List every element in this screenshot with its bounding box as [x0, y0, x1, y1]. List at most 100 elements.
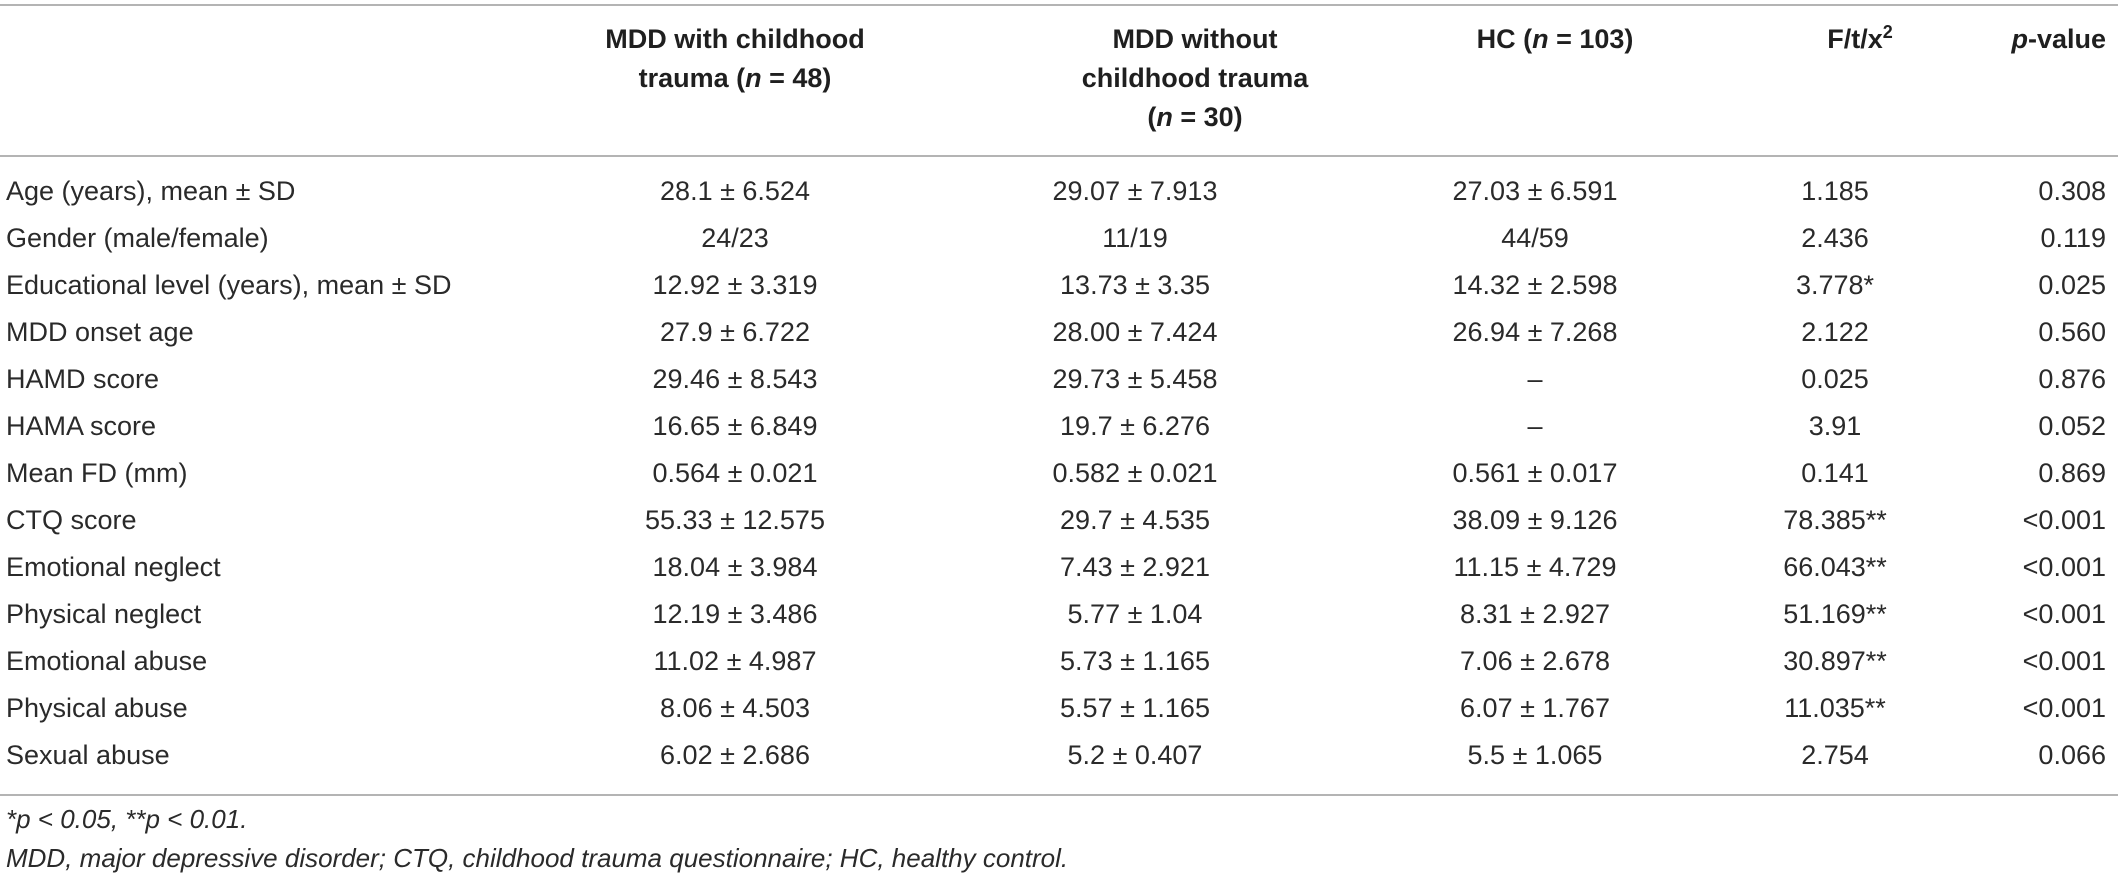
table-row: Sexual abuse 6.02 ± 2.686 5.2 ± 0.407 5.5 ±… [0, 732, 2118, 779]
cell-statistic: 66.043** [1783, 552, 1887, 582]
cell-mdd-without-trauma: 29.7 ± 4.535 [1060, 505, 1210, 535]
header-n-symbol: n [745, 63, 762, 93]
cell-statistic: 0.025 [1801, 364, 1869, 394]
footnote-abbreviations: MDD, major depressive disorder; CTQ, chi… [6, 843, 1069, 873]
header-text: trauma ( [638, 63, 746, 93]
cell-hc: 44/59 [1501, 223, 1569, 253]
cell-statistic: 78.385** [1783, 505, 1887, 535]
cell-mdd-without-trauma: 5.73 ± 1.165 [1060, 646, 1210, 676]
cell-mdd-without-trauma: 5.57 ± 1.165 [1060, 693, 1210, 723]
header-statistic-line: F/t/x2 [1760, 20, 1960, 59]
cell-p-value: 0.066 [2038, 740, 2106, 770]
table-row: Physical abuse 8.06 ± 4.503 5.57 ± 1.165 6.… [0, 685, 2118, 732]
header-mdd-without-trauma: MDD without childhood trauma (n = 30) [1025, 20, 1365, 137]
cell-mdd-with-trauma: 0.564 ± 0.021 [652, 458, 818, 488]
cell-hc: 5.5 ± 1.065 [1467, 740, 1603, 770]
cell-p-value: <0.001 [2022, 599, 2106, 629]
cell-mdd-without-trauma: 7.43 ± 2.921 [1060, 552, 1210, 582]
row-label: CTQ score [6, 505, 137, 535]
header-text: -value [2027, 24, 2106, 54]
cell-hc: – [1527, 411, 1543, 441]
header-mdd-with-trauma-line2: trauma (n = 48) [565, 59, 905, 98]
header-superscript: 2 [1882, 22, 1893, 42]
cell-p-value: 0.119 [2040, 223, 2106, 253]
cell-mdd-with-trauma: 16.65 ± 6.849 [652, 411, 818, 441]
cell-statistic: 2.754 [1801, 740, 1869, 770]
table-row: Mean FD (mm) 0.564 ± 0.021 0.582 ± 0.021 0.… [0, 450, 2118, 497]
cell-hc: 6.07 ± 1.767 [1460, 693, 1610, 723]
row-label: HAMA score [6, 411, 157, 441]
header-mdd-without-trauma-line3: (n = 30) [1025, 98, 1365, 137]
top-rule [0, 4, 2118, 6]
header-text: F/t/x [1827, 24, 1883, 54]
footnote-significance: *p < 0.05, **p < 0.01. [6, 804, 248, 834]
cell-p-value: 0.052 [2038, 411, 2106, 441]
header-hc: HC (n = 103) [1405, 20, 1705, 59]
cell-hc: 26.94 ± 7.268 [1452, 317, 1618, 347]
row-label: HAMD score [6, 364, 160, 394]
table-row: Physical neglect 12.19 ± 3.486 5.77 ± 1.04… [0, 591, 2118, 638]
cell-mdd-with-trauma: 28.1 ± 6.524 [660, 176, 810, 206]
cell-hc: 11.15 ± 4.729 [1453, 552, 1617, 582]
header-text: = 103) [1548, 24, 1634, 54]
header-mdd-without-trauma-line1: MDD without [1112, 24, 1278, 54]
header-n-symbol: n [1156, 102, 1173, 132]
row-label: Emotional abuse [6, 646, 208, 676]
cell-hc: 38.09 ± 9.126 [1452, 505, 1618, 535]
cell-p-value: 0.876 [2038, 364, 2106, 394]
cell-statistic: 3.778* [1795, 270, 1875, 300]
data-table: Age (years), mean ± SD 28.1 ± 6.524 29.07 … [0, 168, 2118, 779]
header-text: = 48) [761, 63, 832, 93]
cell-p-value: <0.001 [2022, 693, 2106, 723]
row-label: Age (years), mean ± SD [6, 176, 296, 206]
row-label: Emotional neglect [6, 552, 221, 582]
table-row: CTQ score 55.33 ± 12.575 29.7 ± 4.535 38.09… [0, 497, 2118, 544]
cell-mdd-with-trauma: 6.02 ± 2.686 [660, 740, 810, 770]
table-row: Emotional neglect 18.04 ± 3.984 7.43 ± 2.9… [0, 544, 2118, 591]
cell-statistic: 51.169** [1783, 599, 1887, 629]
table-row: Age (years), mean ± SD 28.1 ± 6.524 29.07 … [0, 168, 2118, 215]
cell-mdd-with-trauma: 27.9 ± 6.722 [660, 317, 810, 347]
header-p-value-line: p-value [1960, 20, 2106, 59]
cell-statistic: 0.141 [1801, 458, 1869, 488]
cell-hc: 7.06 ± 2.678 [1460, 646, 1610, 676]
cell-p-value: 0.308 [2038, 176, 2106, 206]
cell-statistic: 11.035** [1784, 693, 1886, 723]
header-text: ( [1147, 102, 1157, 132]
row-label: Physical abuse [6, 693, 188, 723]
cell-statistic: 3.91 [1808, 411, 1862, 441]
cell-p-value: 0.560 [2038, 317, 2106, 347]
bottom-rule [0, 794, 2118, 796]
row-label: MDD onset age [6, 317, 194, 347]
cell-mdd-without-trauma: 19.7 ± 6.276 [1060, 411, 1210, 441]
cell-mdd-with-trauma: 8.06 ± 4.503 [660, 693, 810, 723]
row-label: Educational level (years), mean ± SD [6, 270, 452, 300]
cell-mdd-without-trauma: 11/19 [1102, 223, 1168, 253]
cell-hc: – [1527, 364, 1543, 394]
row-label: Gender (male/female) [6, 223, 269, 253]
cell-mdd-with-trauma: 18.04 ± 3.984 [652, 552, 818, 582]
cell-statistic: 2.436 [1801, 223, 1869, 253]
cell-statistic: 1.185 [1801, 176, 1869, 206]
cell-mdd-without-trauma: 28.00 ± 7.424 [1052, 317, 1218, 347]
cell-statistic: 30.897** [1783, 646, 1887, 676]
header-mdd-with-trauma-line1: MDD with childhood [605, 24, 865, 54]
cell-p-value: <0.001 [2022, 552, 2106, 582]
cell-hc: 14.32 ± 2.598 [1452, 270, 1618, 300]
header-hc-line: HC (n = 103) [1405, 20, 1705, 59]
cell-mdd-with-trauma: 11.02 ± 4.987 [653, 646, 817, 676]
cell-mdd-without-trauma: 29.07 ± 7.913 [1052, 176, 1218, 206]
table-row: HAMA score 16.65 ± 6.849 19.7 ± 6.276 – 3.91… [0, 403, 2118, 450]
cell-mdd-with-trauma: 24/23 [701, 223, 769, 253]
cell-mdd-without-trauma: 5.2 ± 0.407 [1067, 740, 1203, 770]
table-row: Educational level (years), mean ± SD 12.9… [0, 262, 2118, 309]
cell-p-value: <0.001 [2022, 505, 2106, 535]
cell-mdd-without-trauma: 5.77 ± 1.04 [1067, 599, 1203, 629]
cell-p-value: 0.025 [2038, 270, 2106, 300]
cell-mdd-without-trauma: 13.73 ± 3.35 [1060, 270, 1210, 300]
header-mdd-with-trauma: MDD with childhood trauma (n = 48) [565, 20, 905, 98]
table-row: Gender (male/female) 24/23 11/19 44/59 2.436… [0, 215, 2118, 262]
cell-p-value: <0.001 [2022, 646, 2106, 676]
header-mdd-without-trauma-line2: childhood trauma [1081, 63, 1309, 93]
